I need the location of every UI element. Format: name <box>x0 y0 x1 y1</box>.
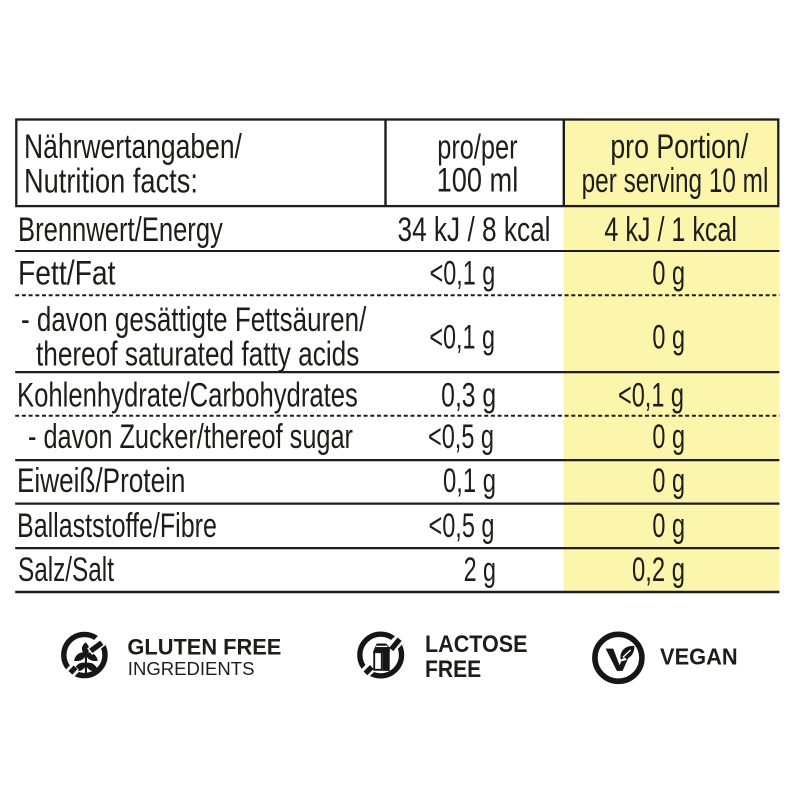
svg-text:34 kJ / 8 kcal: 34 kJ / 8 kcal <box>397 209 550 248</box>
svg-text:0 g: 0 g <box>652 462 685 501</box>
svg-text:<0,1 g: <0,1 g <box>429 318 495 357</box>
svg-text:0 g: 0 g <box>652 507 685 546</box>
svg-text:0,2 g: 0,2 g <box>632 551 685 589</box>
svg-text:Ballaststoffe/Fibre: Ballaststoffe/Fibre <box>17 507 217 545</box>
svg-text:INGREDIENTS: INGREDIENTS <box>128 658 255 679</box>
svg-text:4 kJ / 1 kcal: 4 kJ / 1 kcal <box>604 211 737 249</box>
svg-text:<0,5 g: <0,5 g <box>428 418 494 457</box>
svg-text:pro Portion/: pro Portion/ <box>610 128 748 166</box>
svg-text:100 ml: 100 ml <box>437 161 519 200</box>
svg-text:LACTOSE: LACTOSE <box>425 630 527 657</box>
svg-text:VEGAN: VEGAN <box>660 643 738 670</box>
svg-text:Fett/Fat: Fett/Fat <box>18 254 116 292</box>
svg-text:Brennwert/Energy: Brennwert/Energy <box>18 212 223 249</box>
svg-text:Eiweiß/Protein: Eiweiß/Protein <box>17 463 185 500</box>
svg-text:Salz/Salt: Salz/Salt <box>18 551 114 589</box>
svg-text:0,1 g: 0,1 g <box>443 462 496 500</box>
svg-text:Kohlenhydrate/Carbohydrates: Kohlenhydrate/Carbohydrates <box>17 377 358 414</box>
svg-text:0 g: 0 g <box>652 254 685 293</box>
svg-text:0,3 g: 0,3 g <box>441 377 496 415</box>
svg-text:Nutrition facts:: Nutrition facts: <box>24 162 198 201</box>
svg-text:0 g: 0 g <box>652 418 685 457</box>
svg-text:Nährwertangaben/: Nährwertangaben/ <box>24 128 242 166</box>
svg-text:- davon gesättigte Fettsäuren/: - davon gesättigte Fettsäuren/ <box>21 302 367 339</box>
svg-text:<0,1 g: <0,1 g <box>430 254 496 293</box>
svg-text:thereof saturated fatty acids: thereof saturated fatty acids <box>36 336 359 373</box>
svg-text:- davon Zucker/thereof sugar: - davon Zucker/thereof sugar <box>28 419 353 456</box>
svg-text:0 g: 0 g <box>652 318 685 357</box>
svg-text:FREE: FREE <box>425 656 481 683</box>
svg-text:2 g: 2 g <box>464 550 496 589</box>
svg-text:pro/per: pro/per <box>437 129 517 166</box>
svg-text:<0,1 g: <0,1 g <box>618 376 684 415</box>
svg-text:per serving 10 ml: per serving 10 ml <box>582 162 769 200</box>
svg-text:<0,5 g: <0,5 g <box>428 507 494 546</box>
svg-text:GLUTEN FREE: GLUTEN FREE <box>127 634 281 659</box>
